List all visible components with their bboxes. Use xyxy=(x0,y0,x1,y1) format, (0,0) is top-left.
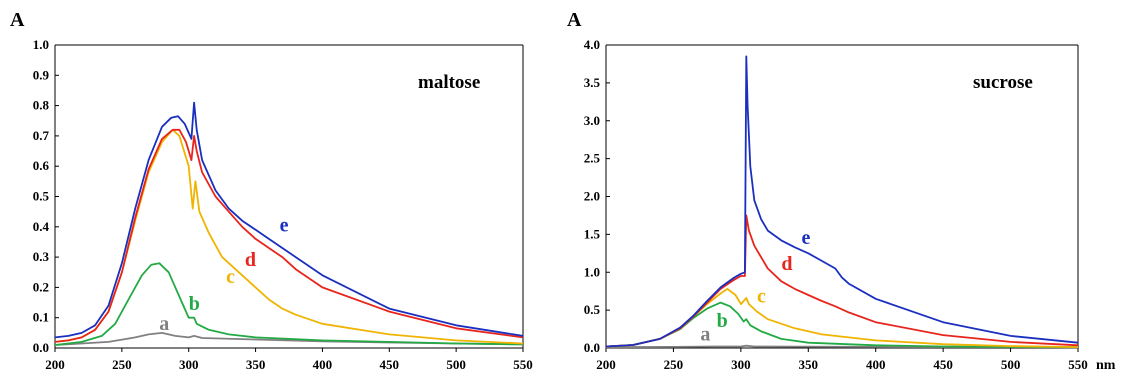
panel-2-series-e-line xyxy=(605,55,1079,348)
panel-2-y-tick-label: 3.0 xyxy=(584,113,600,128)
panel-2-x-tick-label: 350 xyxy=(799,357,819,372)
panel-2-x-tick-label: 200 xyxy=(596,357,616,372)
panel-2-x-tick-label: 550 xyxy=(1068,357,1088,372)
panel-2-series-c-line xyxy=(605,288,1079,348)
panel-1-x-tick-label: 300 xyxy=(179,357,199,372)
panel-1-y-tick-label: 0.4 xyxy=(33,219,50,234)
panel-2-y-tick-label: 1.0 xyxy=(584,264,600,279)
panel-1-series-e-line xyxy=(54,101,524,339)
panel-2-x-tick-label: 250 xyxy=(664,357,684,372)
panel-1-y-tick-label: 1.0 xyxy=(33,37,49,52)
panel-1-x-tick-label: 200 xyxy=(45,357,65,372)
panel-1-y-tick-label: 0.9 xyxy=(33,67,50,82)
panel-1-x-tick-label: 400 xyxy=(313,357,333,372)
panel-2-sucrose: 0.0 0.5 1.0 1.5 2.0 2.5 3.0 3.5 4.0 200 250 300 350 4… xyxy=(567,9,1116,373)
panel-2-series-c-label: c xyxy=(757,286,766,308)
panel-2-x-tick-label: 400 xyxy=(866,357,886,372)
panel-1-series-a-label: a xyxy=(159,313,169,335)
panel-2-x-axis-label: nm xyxy=(1096,358,1116,373)
panel-2-y-tick-label: 0.0 xyxy=(584,340,600,355)
panel-1-series-e-label: e xyxy=(280,214,289,236)
panel-2-y-axis-label: A xyxy=(567,9,582,31)
panel-1-y-tick-label: 0.2 xyxy=(33,279,49,294)
panel-2-y-tick-label: 1.5 xyxy=(584,226,601,241)
panel-1-title: maltose xyxy=(418,72,480,93)
panel-2-y-tick-label: 4.0 xyxy=(584,37,600,52)
panel-1-series-c-label: c xyxy=(226,266,235,288)
panel-1-series-b-label: b xyxy=(189,293,200,315)
panel-1-y-tick-label: 0.1 xyxy=(33,310,49,325)
panel-1-y-tick-label: 0.5 xyxy=(33,189,50,204)
panel-1-x-tick-label: 500 xyxy=(446,357,466,372)
panel-2-series-a-line xyxy=(605,344,1079,349)
panel-2-series-a-label: a xyxy=(700,323,710,345)
panel-1-y-tick-label: 0.8 xyxy=(33,98,50,113)
panel-2-x-tick-label: 450 xyxy=(933,357,953,372)
panel-1-x-tick-label: 350 xyxy=(246,357,266,372)
panel-1-y-tick-label: 0.7 xyxy=(33,128,50,143)
panel-1-series-d-line xyxy=(54,128,524,343)
panel-2-x-tick-label: 500 xyxy=(1001,357,1021,372)
panel-1-x-tick-label: 250 xyxy=(112,357,132,372)
panel-1-y-axis-label: A xyxy=(10,9,25,31)
panel-2-series-d-line xyxy=(605,214,1079,348)
panel-1-maltose: 0.0 0.1 0.2 0.3 0.4 0.5 0.6 0.7 0.8 0.9 1.0 200 250 3… xyxy=(10,9,533,372)
panel-2-series-d-label: d xyxy=(781,253,792,275)
panel-1-y-tick-label: 0.0 xyxy=(33,340,49,355)
panel-1-series-b-line xyxy=(54,262,524,346)
panel-1-y-tick-label: 0.3 xyxy=(33,249,50,264)
panel-2-series-e-label: e xyxy=(802,227,811,249)
panel-2-y-tick-label: 2.0 xyxy=(584,189,600,204)
panel-1-y-tick-label: 0.6 xyxy=(33,158,50,173)
panel-2-title: sucrose xyxy=(973,72,1033,93)
panel-1-series-d-label: d xyxy=(245,249,256,271)
panel-2-series-b-label: b xyxy=(717,310,728,332)
panel-2-y-tick-label: 2.5 xyxy=(584,151,601,166)
panel-2-x-tick-label: 300 xyxy=(731,357,751,372)
panel-1-x-tick-label: 450 xyxy=(380,357,400,372)
panel-2-y-tick-label: 0.5 xyxy=(584,302,601,317)
panel-1-series-c-line xyxy=(54,128,524,345)
panel-1-x-tick-label: 550 xyxy=(513,357,533,372)
panel-2-y-tick-label: 3.5 xyxy=(584,75,601,90)
